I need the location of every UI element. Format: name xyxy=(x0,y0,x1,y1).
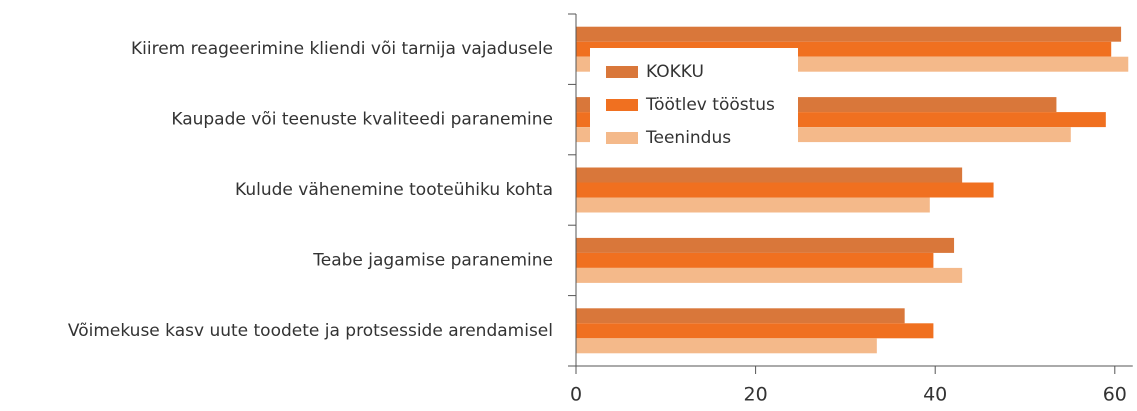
legend-swatch xyxy=(606,132,638,144)
y-tick-label: Kaupade või teenuste kvaliteedi paranemi… xyxy=(171,110,553,130)
x-tick-label: 60 xyxy=(1103,384,1127,406)
bar xyxy=(576,167,963,183)
bar xyxy=(576,26,1122,42)
x-tick-label: 0 xyxy=(570,384,582,406)
bar xyxy=(576,197,930,213)
y-tick-label: Teabe jagamise paranemine xyxy=(312,250,553,270)
legend-swatch xyxy=(606,99,638,111)
bar xyxy=(576,237,955,253)
bar xyxy=(576,338,877,354)
y-tick-label: Kulude vähenemine tooteühiku kohta xyxy=(235,180,553,200)
bar xyxy=(576,323,934,339)
legend-label: KOKKU xyxy=(646,62,704,82)
x-tick-label: 20 xyxy=(744,384,768,406)
bar xyxy=(576,308,905,324)
legend-label: Töötlev tööstus xyxy=(645,95,775,115)
bar xyxy=(576,252,934,268)
legend: KOKKU Töötlev tööstus Teenindus xyxy=(590,48,798,160)
y-tick-label: Kiirem reageerimine kliendi või tarnija … xyxy=(131,39,553,59)
bar xyxy=(576,182,994,198)
y-tick-label: Võimekuse kasv uute toodete ja protsessi… xyxy=(68,321,553,341)
legend-label: Teenindus xyxy=(645,128,731,148)
legend-swatch xyxy=(606,66,638,78)
x-tick-label: 40 xyxy=(923,384,947,406)
bar xyxy=(576,267,963,283)
